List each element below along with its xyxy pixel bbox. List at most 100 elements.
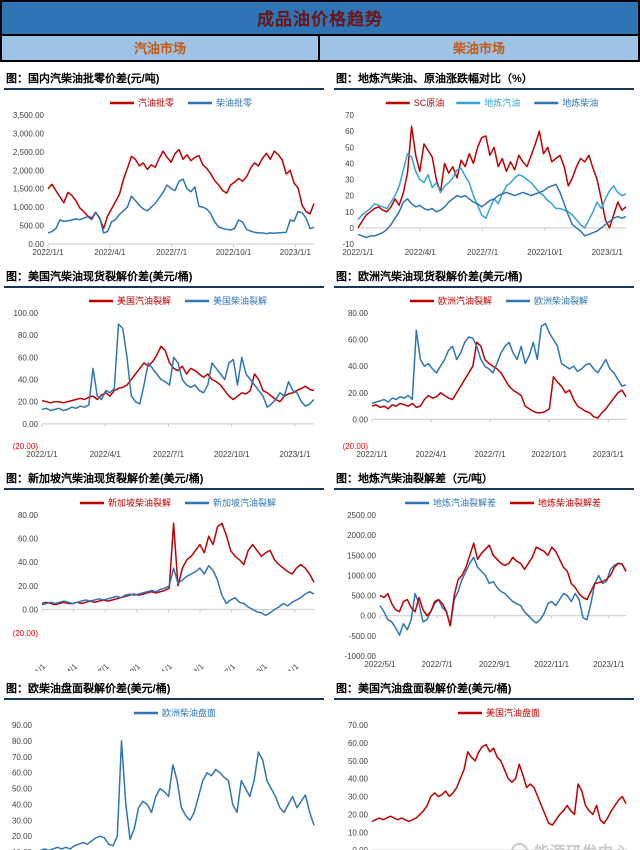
svg-text:0.00: 0.00 [28, 240, 44, 249]
svg-text:60.00: 60.00 [348, 739, 369, 748]
svg-text:2022/1/1: 2022/1/1 [342, 248, 374, 257]
svg-text:60.00: 60.00 [18, 353, 39, 362]
svg-text:60.00: 60.00 [348, 336, 369, 345]
svg-text:10.00: 10.00 [12, 848, 33, 850]
svg-text:2022/4/1: 2022/4/1 [94, 248, 126, 257]
chart-title: 图：地炼汽柴油、原油涨跌幅对比（%） [334, 69, 634, 90]
chart-title: 图：欧洲汽柴油现货裂解价差(美元/桶) [334, 267, 634, 288]
svg-text:欧洲柴油盘面: 欧洲柴油盘面 [162, 707, 216, 718]
chart-title: 图：国内汽柴油批零价差(元/吨) [4, 69, 324, 90]
svg-text:0.00: 0.00 [352, 846, 368, 850]
svg-text:20.00: 20.00 [348, 810, 369, 819]
svg-text:2022/10/1: 2022/10/1 [237, 662, 269, 671]
svg-text:20.00: 20.00 [348, 389, 369, 398]
svg-text:地炼汽油裂解差: 地炼汽油裂解差 [433, 497, 496, 508]
svg-text:地炼汽油: 地炼汽油 [484, 97, 520, 108]
svg-text:20.00: 20.00 [12, 832, 33, 841]
chart-canvas-container: (10.00)0.0010.0020.0030.0040.0050.0060.0… [334, 700, 634, 850]
svg-text:0.00: 0.00 [360, 612, 376, 621]
chart-singapore-spot-crack-spread: 图：新加坡汽柴油现货裂解价差(美元/桶) (20.00) 0.00 20.00 40.… [0, 466, 330, 694]
chart-us-spot-crack-spread: 图：美国汽柴油现货裂解价差(美元/桶) (20.00) 0.00 20.00 40.0… [0, 264, 330, 466]
svg-text:-10: -10 [342, 240, 354, 249]
chart-canvas: (20.00) 0.00 20.00 40.00 60.00 80.00 2022/1/1 2… [343, 295, 627, 459]
svg-text:2022/1/1: 2022/1/1 [146, 662, 175, 671]
chart-domestic-wholesale-retail-spread: 图：国内汽柴油批零价差(元/吨) 0.00 500.00 1,000.00 1,500… [0, 66, 330, 264]
svg-text:2500.00: 2500.00 [347, 511, 376, 520]
svg-text:2000.00: 2000.00 [347, 531, 376, 540]
svg-text:50: 50 [345, 143, 354, 152]
chart-canvas-container: 0.00 500.00 1,000.00 1,500.00 2,000.00 2,500.… [4, 90, 324, 264]
svg-text:2022/4/1: 2022/4/1 [415, 450, 447, 459]
svg-text:60.00: 60.00 [18, 535, 39, 544]
chart-canvas-container: (20.00) 0.00 20.00 40.00 60.00 80.00 100.00 202… [4, 288, 324, 466]
svg-text:2023/1/1: 2023/1/1 [279, 450, 311, 459]
svg-text:2021/1/1: 2021/1/1 [19, 662, 48, 671]
chart-canvas: (10.00)0.0010.0020.0030.0040.0050.0060.0… [348, 707, 627, 850]
svg-text:40: 40 [345, 159, 354, 168]
chart-europe-spot-crack-spread: 图：欧洲汽柴油现货裂解价差(美元/桶) (20.00) 0.00 20.00 40.0… [330, 264, 640, 466]
svg-text:2023/1/1: 2023/1/1 [593, 660, 625, 669]
svg-text:80.00: 80.00 [18, 511, 39, 520]
svg-text:0.00: 0.00 [352, 415, 368, 424]
svg-text:60.00: 60.00 [12, 769, 33, 778]
svg-text:50.00: 50.00 [348, 757, 369, 766]
header-banner: 成品油价格趋势 [2, 2, 638, 36]
svg-text:80.00: 80.00 [348, 309, 369, 318]
svg-text:2022/11/1: 2022/11/1 [534, 660, 570, 669]
svg-text:(20.00): (20.00) [343, 442, 369, 451]
column-header-diesel-market: 柴油市场 [452, 41, 505, 56]
svg-text:2023/1/1: 2023/1/1 [592, 248, 624, 257]
page-title: 成品油价格趋势 [257, 10, 383, 29]
chart-canvas-container: -1000.00 -500.00 0.00 500.00 1000.00 1500.00 2… [334, 490, 634, 676]
chart-canvas-container: (20.00)0.0020.0040.0060.0080.002021/1/12… [4, 490, 324, 694]
header: 成品油价格趋势 汽油市场 柴油市场 [0, 0, 640, 62]
svg-text:2022/10/1: 2022/10/1 [531, 450, 567, 459]
svg-text:60: 60 [345, 127, 354, 136]
svg-text:2022/7/1: 2022/7/1 [153, 450, 185, 459]
svg-text:2,500.00: 2,500.00 [13, 148, 45, 157]
svg-text:1,500.00: 1,500.00 [13, 185, 45, 194]
svg-text:-1000.00: -1000.00 [344, 652, 376, 661]
svg-text:20: 20 [345, 192, 354, 201]
svg-text:2022/10/1: 2022/10/1 [216, 248, 252, 257]
svg-text:2,000.00: 2,000.00 [13, 166, 45, 175]
svg-text:80.00: 80.00 [12, 737, 33, 746]
svg-text:0.00: 0.00 [22, 605, 38, 614]
chart-refinery-crack-spread: 图：地炼汽柴油裂解差（元/吨） -1000.00 -500.00 0.00 500.0… [330, 466, 640, 676]
svg-text:2021/4/1: 2021/4/1 [51, 662, 80, 671]
chart-canvas: (20.00)0.0020.0040.0060.0080.002021/1/12… [13, 497, 315, 694]
chart-canvas: -10 0 10 20 30 40 50 60 70 2022/1/1 2022/4/1 2022/7… [342, 97, 627, 257]
svg-text:2022/10/1: 2022/10/1 [527, 248, 563, 257]
chart-europe-diesel-futures-crack: 图：欧柴油盘面裂解价差(美元/桶) 0.0010.0020.0030.0040.… [0, 676, 330, 850]
chart-canvas-container: 0.0010.0020.0030.0040.0050.0060.0070.008… [4, 700, 324, 850]
chart-canvas: -1000.00 -500.00 0.00 500.00 1000.00 1500.00 2… [344, 497, 627, 669]
svg-text:20.00: 20.00 [18, 398, 39, 407]
svg-text:1500.00: 1500.00 [347, 551, 376, 560]
svg-text:0: 0 [350, 224, 355, 233]
svg-text:2022/7/1: 2022/7/1 [467, 248, 499, 257]
svg-text:(20.00): (20.00) [13, 442, 39, 451]
svg-text:70.00: 70.00 [12, 753, 33, 762]
svg-text:欧洲汽油裂解: 欧洲汽油裂解 [438, 295, 492, 306]
svg-text:500.00: 500.00 [20, 222, 45, 231]
svg-text:3,000.00: 3,000.00 [13, 129, 45, 138]
svg-text:2022/7/1: 2022/7/1 [475, 450, 507, 459]
svg-text:2022/9/1: 2022/9/1 [479, 660, 511, 669]
svg-text:90.00: 90.00 [12, 721, 33, 730]
svg-text:2022/10/1: 2022/10/1 [214, 450, 250, 459]
svg-text:2021/7/1: 2021/7/1 [82, 662, 111, 671]
charts-grid: 图：国内汽柴油批零价差(元/吨) 0.00 500.00 1,000.00 1,500… [0, 62, 640, 850]
chart-canvas: (20.00) 0.00 20.00 40.00 60.00 80.00 100.00 202… [13, 295, 315, 459]
svg-text:2022/1/1: 2022/1/1 [26, 450, 58, 459]
svg-text:30.00: 30.00 [12, 816, 33, 825]
svg-text:40.00: 40.00 [12, 800, 33, 809]
svg-text:2022/1/1: 2022/1/1 [356, 450, 388, 459]
svg-text:40.00: 40.00 [18, 558, 39, 567]
svg-text:2022/4/1: 2022/4/1 [90, 450, 122, 459]
svg-text:40.00: 40.00 [348, 362, 369, 371]
svg-text:100.00: 100.00 [14, 309, 39, 318]
svg-text:美国汽油裂解: 美国汽油裂解 [117, 295, 171, 306]
svg-text:柴油批零: 柴油批零 [216, 97, 252, 108]
svg-text:40.00: 40.00 [18, 376, 39, 385]
